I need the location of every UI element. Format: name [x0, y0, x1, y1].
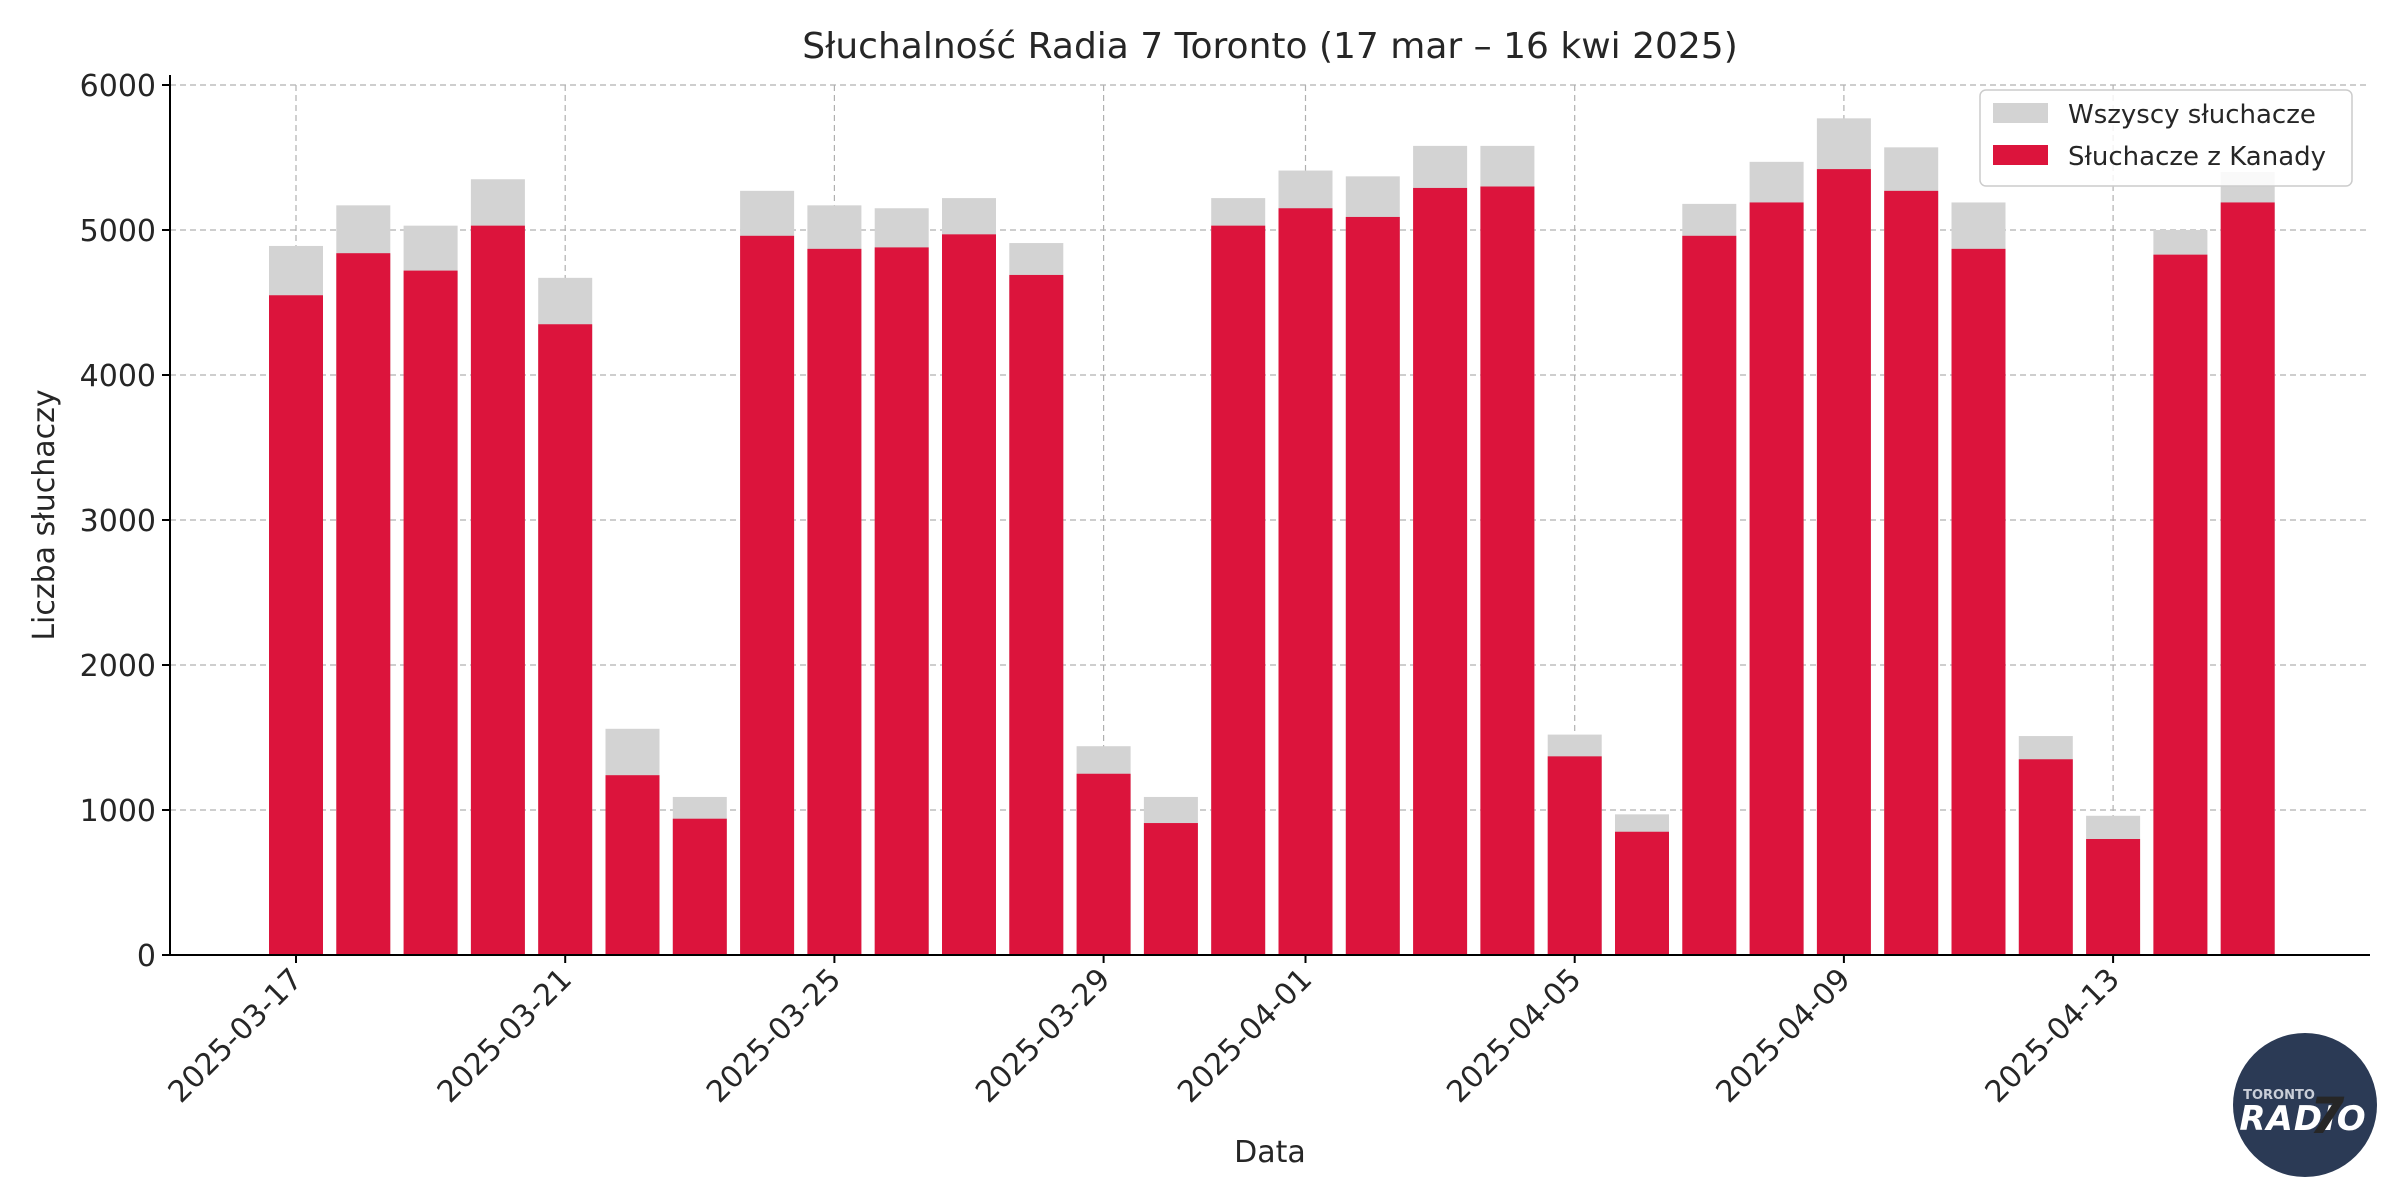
x-tick-label: 2025-04-13 [1979, 962, 2127, 1110]
legend-frame [1979, 89, 2353, 187]
x-tick-label: 2025-03-17 [162, 962, 310, 1110]
bar-canada-listeners [1749, 202, 1804, 955]
y-tick-label: 6000 [80, 69, 156, 104]
bar-canada-listeners [1278, 208, 1333, 955]
bar-canada-listeners [1009, 274, 1064, 955]
bar-canada-listeners [1951, 248, 2006, 956]
bar-canada-listeners [336, 253, 391, 955]
legend-swatch-all [1993, 103, 2048, 123]
bar-canada-listeners [807, 248, 862, 956]
bar-canada-listeners [1816, 169, 1871, 956]
x-tick-label: 2025-04-09 [1710, 962, 1858, 1110]
radio7-logo: TORONTO RADIO 7 [2233, 1033, 2377, 1177]
legend-label-canada: Słuchacze z Kanady [2068, 142, 2326, 172]
bar-canada-listeners [1615, 831, 1669, 955]
bar-canada-listeners [740, 235, 795, 956]
y-axis-label: Liczba słuchaczy [27, 389, 62, 640]
legend: Wszyscy słuchacze Słuchacze z Kanady [1979, 89, 2353, 187]
y-tick-label: 2000 [80, 649, 156, 684]
logo-badge [2233, 1033, 2377, 1177]
bar-canada-listeners [1076, 773, 1131, 955]
bar-canada-listeners [2153, 254, 2208, 955]
bar-canada-listeners [1211, 225, 1266, 955]
bar-canada-listeners [1547, 756, 1602, 955]
x-tick-label: 2025-04-05 [1440, 962, 1588, 1110]
x-axis-label: Data [1234, 1135, 1306, 1170]
y-tick-label: 3000 [80, 504, 156, 539]
bar-canada-listeners [672, 818, 727, 955]
y-tick-label: 4000 [80, 359, 156, 394]
x-tick-label: 2025-03-29 [969, 962, 1117, 1110]
bar-canada-listeners [1480, 186, 1535, 955]
bar-canada-listeners [1345, 216, 1400, 955]
bar-canada-listeners [1682, 235, 1737, 956]
bar-canada-listeners [403, 270, 458, 956]
bar-canada-listeners [605, 775, 660, 955]
bar-canada-listeners [2018, 759, 2073, 955]
bar-canada-listeners [2086, 839, 2141, 955]
bar-canada-listeners [538, 324, 593, 955]
bar-canada-listeners [874, 247, 929, 955]
y-ticks: 0 1000 2000 3000 4000 5000 6000 [80, 69, 170, 974]
chart-title: Słuchalność Radia 7 Toronto (17 mar – 16… [802, 26, 1738, 67]
bar-canada-listeners [1143, 823, 1198, 955]
logo-main-text: RADIO [2239, 1099, 2366, 1139]
bar-canada-listeners [470, 225, 525, 955]
legend-label-all: Wszyscy słuchacze [2068, 100, 2316, 130]
y-tick-label: 5000 [80, 214, 156, 249]
bar-canada-listeners [942, 234, 996, 956]
legend-swatch-canada [1993, 145, 2048, 165]
bar-canada-listeners [269, 295, 323, 955]
logo-number: 7 [2310, 1087, 2345, 1145]
y-tick-label: 0 [137, 939, 156, 974]
bar-canada-listeners [1884, 190, 1939, 956]
logo-top-text: TORONTO [2243, 1088, 2315, 1103]
x-ticks: 2025-03-17 2025-03-21 2025-03-25 2025-03-29… [162, 955, 2127, 1110]
x-tick-label: 2025-03-25 [700, 962, 848, 1110]
y-tick-label: 1000 [80, 794, 156, 829]
x-tick-label: 2025-04-01 [1171, 962, 1319, 1110]
bar-canada-listeners [1413, 187, 1468, 955]
axes [169, 75, 2370, 956]
x-tick-label: 2025-03-21 [431, 962, 579, 1110]
bar-canada-listeners [2220, 202, 2275, 955]
bars [269, 118, 2275, 956]
